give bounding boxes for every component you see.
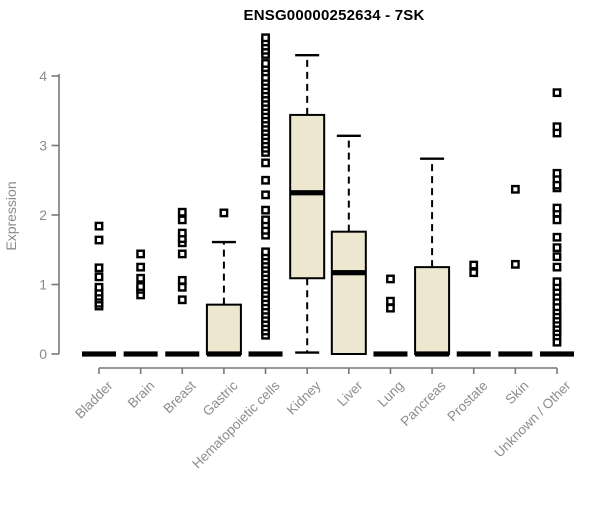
outlier-point-skin (510, 184, 520, 194)
outlier-point-unknown-other (552, 88, 562, 98)
median-line-kidney (290, 190, 325, 196)
outlier-point-bladder (94, 263, 104, 273)
median-line-lung (373, 351, 408, 357)
outlier-point-prostate (469, 260, 479, 270)
y-tick-label: 4 (39, 68, 47, 84)
outlier-point-hematopoietic-cells (261, 59, 270, 68)
outlier-point-breast (177, 249, 187, 259)
outlier-point-unknown-other (552, 277, 562, 287)
outlier-point-hematopoietic-cells (261, 215, 270, 225)
median-line-prostate (456, 351, 491, 357)
median-line-brain (123, 351, 158, 357)
outlier-point-unknown-other (552, 203, 562, 213)
outlier-point-hematopoietic-cells (261, 175, 270, 185)
outlier-point-brain (136, 282, 146, 291)
outlier-point-unknown-other (552, 122, 562, 132)
outlier-point-hematopoietic-cells (261, 190, 270, 200)
outlier-point-breast (177, 282, 187, 292)
outlier-point-hematopoietic-cells (261, 205, 270, 215)
median-line-skin (498, 351, 533, 357)
outlier-point-brain (136, 249, 146, 259)
outlier-point-unknown-other (552, 232, 562, 242)
outlier-point-breast (177, 228, 187, 238)
median-line-hematopoietic-cells (248, 351, 283, 357)
y-tick-label: 0 (39, 346, 47, 362)
outlier-point-bladder (94, 282, 104, 292)
outlier-point-skin (510, 259, 520, 269)
y-tick-label: 1 (39, 277, 47, 293)
outlier-point-unknown-other (552, 252, 562, 262)
median-line-gastric (206, 351, 241, 357)
outlier-point-lung (386, 274, 395, 284)
outlier-point-prostate (469, 268, 479, 278)
outlier-point-bladder (94, 221, 104, 231)
outlier-point-unknown-other (552, 168, 562, 178)
outlier-point-gastric (219, 208, 229, 218)
box-pancreas (414, 266, 451, 355)
box-kidney (289, 113, 326, 280)
outlier-point-bladder (94, 235, 104, 245)
outlier-point-unknown-other (552, 243, 562, 253)
outlier-point-hematopoietic-cells (261, 158, 270, 168)
outlier-point-lung (386, 303, 395, 313)
outlier-point-unknown-other (552, 262, 562, 272)
box-gastric (205, 303, 242, 355)
outlier-point-breast (177, 275, 187, 285)
outlier-point-breast (177, 295, 187, 305)
median-line-pancreas (415, 351, 450, 357)
y-tick-label: 3 (39, 138, 47, 154)
outlier-point-unknown-other (552, 215, 562, 225)
y-tick-label: 2 (39, 207, 47, 223)
outlier-point-brain (136, 262, 146, 272)
outlier-point-bladder (94, 272, 104, 282)
outlier-point-hematopoietic-cells (261, 33, 270, 43)
outlier-point-breast (177, 207, 187, 217)
outlier-point-lung (386, 296, 395, 306)
median-line-liver (331, 270, 366, 276)
median-line-bladder (82, 351, 116, 357)
outlier-point-hematopoietic-cells (261, 247, 270, 257)
box-liver (330, 230, 367, 355)
median-line-breast (165, 351, 200, 357)
chart-title: ENSG00000252634 - 7SK (243, 7, 425, 24)
outlier-point-brain (136, 273, 146, 283)
median-line-unknown-other (540, 351, 574, 357)
outlier-point-breast (177, 215, 187, 225)
